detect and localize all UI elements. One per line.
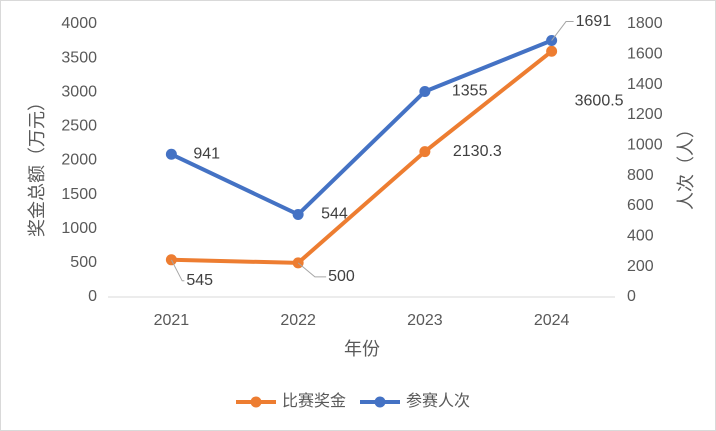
series-line — [170, 38, 553, 217]
y-tick-label: 1500 — [61, 186, 97, 203]
y2-tick-label: 600 — [627, 197, 654, 214]
y-tick-label: 500 — [70, 254, 97, 271]
y2-tick-label: 0 — [627, 288, 636, 305]
y2-tick-label: 1800 — [627, 15, 663, 32]
y2-tick-label: 1400 — [627, 76, 663, 93]
x-tick-label: 2024 — [534, 312, 570, 329]
legend-marker — [374, 396, 386, 408]
y2-tick-label: 800 — [627, 167, 654, 184]
y-tick-label: 3000 — [61, 83, 97, 100]
data-label: 1355 — [452, 83, 488, 100]
x-tick-label: 2022 — [280, 312, 316, 329]
leader-line — [297, 262, 327, 278]
y2-tick-label: 1600 — [627, 46, 663, 63]
x-axis-title: 年份 — [344, 339, 380, 359]
data-label: 545 — [186, 272, 213, 289]
data-label: 500 — [328, 268, 355, 285]
point — [165, 148, 177, 160]
y-tick-label: 4000 — [61, 15, 97, 32]
data-label: 2130.3 — [453, 143, 502, 160]
y-tick-label: 3500 — [61, 49, 97, 66]
leader-line — [551, 21, 574, 41]
data-label: 1691 — [576, 13, 612, 30]
y2-tick-label: 1200 — [627, 106, 663, 123]
leader-line — [170, 259, 185, 282]
y2-tick-label: 400 — [627, 228, 654, 245]
y-tick-label: 0 — [88, 288, 97, 305]
data-label: 544 — [321, 206, 348, 223]
data-label: 941 — [193, 146, 220, 163]
y-axis-title: 奖金总额（万元） — [27, 93, 47, 237]
y-tick-label: 2500 — [61, 118, 97, 135]
point — [419, 85, 431, 97]
legend-label: 参赛人次 — [406, 391, 470, 410]
point — [546, 45, 558, 57]
x-tick-label: 2023 — [407, 312, 443, 329]
data-label: 3600.5 — [575, 92, 624, 109]
y2-tick-label: 1000 — [627, 137, 663, 154]
point — [419, 146, 431, 158]
y-tick-label: 1000 — [61, 220, 97, 237]
series-line — [171, 49, 553, 265]
legend-label: 比赛奖金 — [282, 391, 346, 410]
y2-axis-title: 人次（人） — [676, 120, 696, 210]
y2-tick-label: 200 — [627, 258, 654, 275]
point — [292, 208, 304, 220]
legend-marker — [250, 396, 262, 408]
x-tick-label: 2021 — [154, 312, 190, 329]
y-tick-label: 2000 — [61, 152, 97, 169]
